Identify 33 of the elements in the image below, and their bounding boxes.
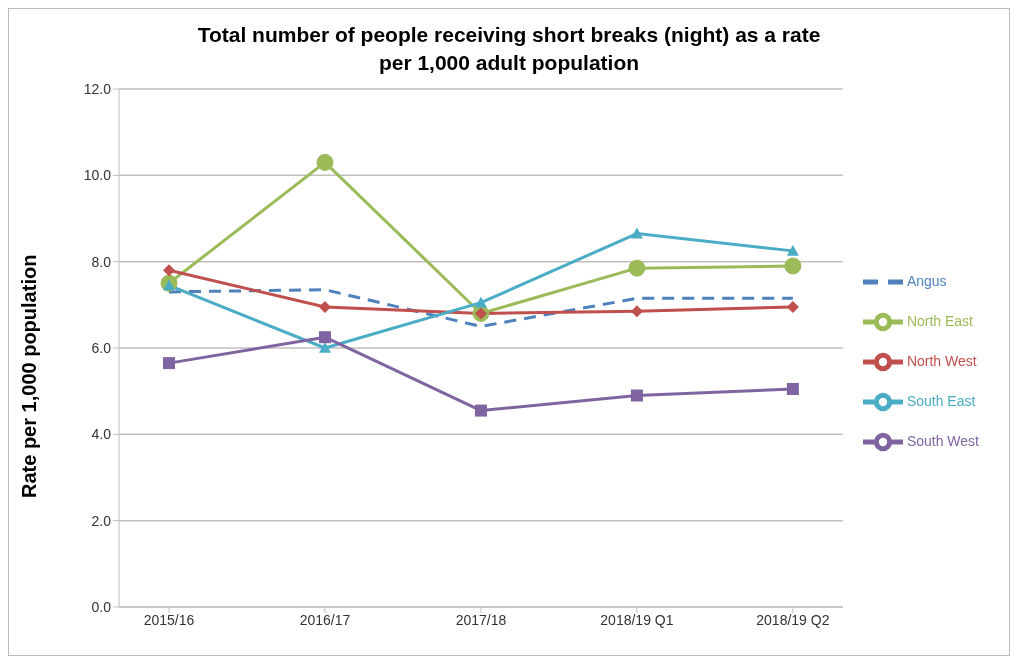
point <box>474 296 487 308</box>
y-tick-label: 8.0 <box>91 253 112 270</box>
y-tick-label: 2.0 <box>91 512 112 529</box>
point <box>786 383 799 396</box>
point <box>163 357 175 370</box>
y-axis-title: Rate per 1,000 population <box>18 254 41 498</box>
legend-label: South East <box>906 392 976 409</box>
chart-title: Total number of people receiving short breaks (night) as a rate per 1,000 adult population <box>196 22 822 76</box>
legend-label: Angus <box>906 272 947 289</box>
point <box>630 389 643 402</box>
point <box>318 342 331 353</box>
point <box>474 404 487 417</box>
point <box>786 244 799 256</box>
legend-label: North West <box>906 352 977 369</box>
legend-label: South West <box>906 432 979 449</box>
point <box>318 331 331 344</box>
point <box>318 300 331 313</box>
x-tick-label: 2017/18 <box>455 611 507 628</box>
point <box>163 264 175 277</box>
y-tick-label: 12.0 <box>83 80 112 97</box>
x-tick-label: 2018/19 Q1 <box>600 611 674 628</box>
legend-label: North East <box>906 312 974 329</box>
point <box>628 259 646 277</box>
point <box>630 227 643 239</box>
point <box>316 153 334 171</box>
y-tick-label: 4.0 <box>91 426 112 443</box>
y-tick-label: 10.0 <box>83 167 112 184</box>
x-tick-label: 2015/16 <box>143 611 195 628</box>
y-tick-label: 6.0 <box>91 339 112 356</box>
x-tick-label: 2016/17 <box>299 611 351 628</box>
x-tick-label: 2018/19 Q2 <box>756 611 830 628</box>
y-tick-label: 0.0 <box>91 598 112 615</box>
point <box>784 257 802 275</box>
